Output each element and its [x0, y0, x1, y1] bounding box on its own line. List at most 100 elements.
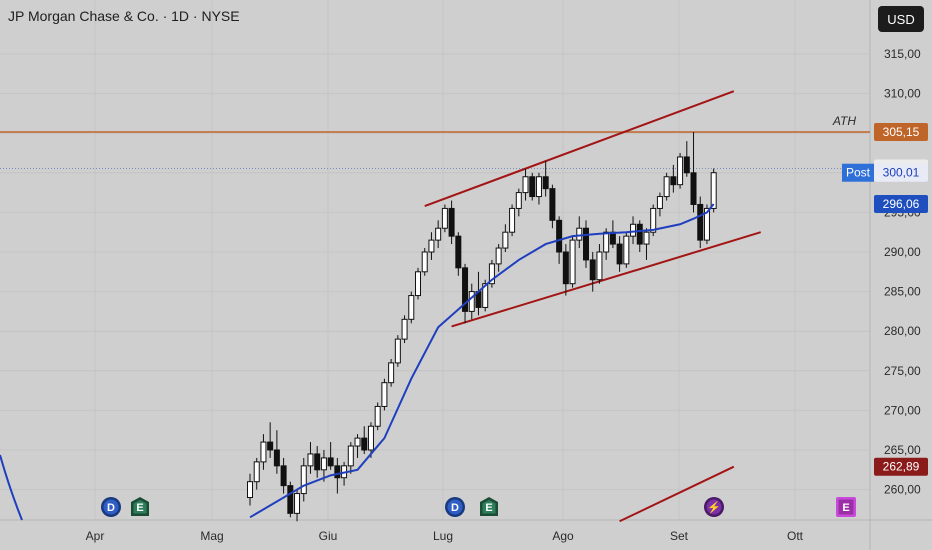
channel-extension-line	[619, 465, 735, 523]
event-marker	[447, 499, 463, 515]
candle-body	[535, 176, 542, 198]
candle-body	[663, 176, 670, 198]
price-label-box	[874, 457, 928, 476]
candle-body	[583, 227, 589, 261]
candle-body	[636, 223, 643, 245]
candle-body	[280, 465, 287, 487]
candle-body	[643, 231, 650, 245]
candle-body	[697, 203, 704, 241]
candle-body	[415, 271, 421, 297]
event-marker	[706, 499, 722, 515]
x-tick-label: Set	[670, 529, 689, 543]
candle-body	[367, 425, 374, 451]
candle-body	[515, 192, 522, 209]
candle-body	[347, 445, 354, 467]
candle-body	[421, 251, 428, 273]
candle-body	[710, 172, 717, 209]
candle-body	[683, 156, 690, 174]
candle-body	[314, 453, 321, 471]
ath-value-label: 305,15	[883, 125, 920, 139]
candle-body	[468, 291, 475, 312]
candle-body	[650, 207, 657, 233]
candle-body	[616, 243, 623, 265]
y-tick-label: 260,00	[884, 483, 921, 497]
candle-body	[670, 176, 677, 186]
candle-body	[656, 196, 663, 209]
y-tick-label: 265,00	[884, 443, 921, 457]
candle-body	[334, 465, 341, 479]
x-tick-label: Mag	[200, 529, 223, 543]
candle-body	[394, 338, 401, 364]
candle-body	[589, 259, 596, 281]
candle-body	[690, 172, 697, 205]
candle-body	[374, 405, 381, 427]
candle-body	[576, 227, 583, 241]
candle-body	[495, 247, 502, 265]
candle-body	[441, 207, 448, 229]
x-tick-label: Apr	[86, 529, 105, 543]
candle-body	[260, 441, 267, 463]
candle-body	[428, 239, 435, 253]
candle-body	[630, 223, 637, 237]
channel-lower-line	[451, 231, 762, 328]
candle-body	[408, 295, 415, 320]
candle-body	[488, 263, 495, 285]
post-label-box	[842, 163, 874, 182]
candle-body	[502, 231, 509, 249]
y-tick-label: 290,00	[884, 245, 921, 259]
event-letter: ⚡	[707, 501, 721, 514]
candle-body	[388, 362, 395, 384]
event-letter: E	[842, 502, 849, 514]
post-label: Post	[846, 166, 871, 180]
y-tick-label: 285,00	[884, 285, 921, 299]
candle-body	[522, 176, 529, 194]
event-marker	[482, 500, 496, 514]
candle-body	[603, 231, 610, 253]
candle-body	[327, 457, 334, 467]
price-label: 300,01	[883, 166, 920, 180]
candle-body	[247, 481, 253, 499]
candle-body	[354, 437, 361, 447]
chart-title: JP Morgan Chase & Co. · 1D · NYSE	[8, 8, 240, 24]
x-tick-label: Ago	[552, 529, 574, 543]
y-tick-label: 275,00	[884, 364, 921, 378]
candle-body	[542, 176, 549, 190]
y-tick-label: 315,00	[884, 47, 921, 61]
candle-body	[381, 382, 388, 407]
candle-body	[677, 156, 684, 186]
candle-body	[287, 485, 294, 514]
candle-body	[596, 251, 603, 281]
candle-body	[455, 235, 462, 269]
event-marker	[133, 500, 147, 514]
currency-button[interactable]: USD	[878, 6, 924, 32]
event-marker	[103, 499, 119, 515]
event-letter: D	[107, 502, 115, 514]
y-tick-label: 270,00	[884, 403, 921, 417]
candle-body	[361, 437, 368, 451]
candle-body	[556, 219, 563, 253]
ma-tail-line	[0, 454, 23, 521]
y-tick-label: 310,00	[884, 87, 921, 101]
candle-body	[320, 457, 327, 471]
event-letter: D	[451, 502, 459, 514]
candle-body	[448, 207, 455, 237]
event-letter: E	[485, 502, 492, 514]
ath-label: ATH	[832, 114, 856, 128]
candle-body	[623, 235, 630, 265]
candle-body	[549, 188, 556, 221]
candle-body	[482, 283, 489, 308]
candle-body	[294, 493, 301, 514]
event-letter: E	[136, 502, 143, 514]
y-tick-label: 280,00	[884, 324, 921, 338]
price-label-box	[874, 195, 928, 214]
x-tick-label: Ott	[787, 529, 804, 543]
price-label-box	[874, 163, 928, 182]
candle-body	[703, 207, 710, 241]
candle-body	[569, 239, 576, 285]
candle-body	[529, 176, 536, 198]
candle-body	[267, 441, 274, 451]
ath-value-box	[874, 123, 928, 142]
price-label: 296,06	[883, 197, 920, 211]
